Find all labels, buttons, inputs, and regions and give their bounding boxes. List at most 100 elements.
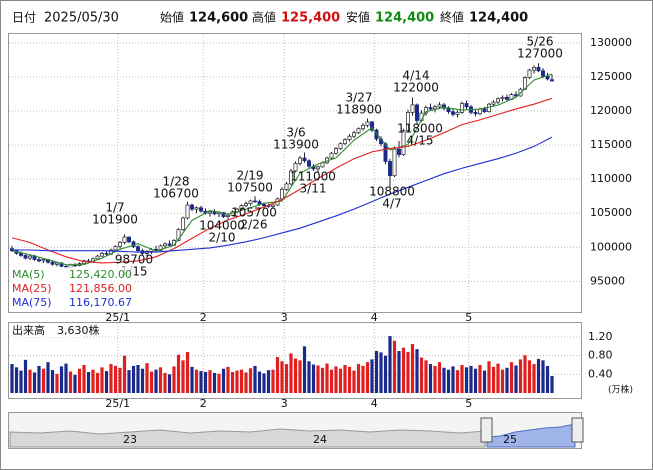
volume-bar [86,372,91,393]
candle-body [370,121,374,131]
volume-bar [518,359,523,393]
volume-bar [46,362,50,393]
candle-body [361,124,365,130]
open: 124,600 [189,11,248,26]
annotation-price: 107500 [227,181,273,195]
candle-body [239,205,244,210]
volume-bar [388,336,392,393]
volume-panel [8,322,582,399]
candle-body [95,255,100,260]
candle-body [365,121,370,126]
volume-bar [365,362,370,393]
volume-bar [532,364,536,393]
candle-body [482,108,487,113]
volume-bar [109,364,113,393]
ma-legend-name: MA(5) [12,268,45,281]
volume-bar [113,365,118,393]
candle-body [487,103,491,113]
volume-bar [28,369,32,393]
volume-unit: (万株) [608,384,633,396]
candle-body [550,79,554,82]
volume-bar [118,367,122,393]
volume-bar [415,349,419,393]
candle-body [316,166,320,170]
candle-body [307,160,311,167]
volume-bar [73,374,77,393]
volume-bar [514,365,518,393]
volume-bar [446,369,451,393]
candle-body [176,229,181,241]
volume-bar [424,360,428,393]
volume-bar [284,364,289,393]
volume-bar [410,344,415,393]
volume-bar [406,351,410,393]
navigator-year: 24 [313,433,327,446]
navigator-year: 25 [503,433,517,446]
annotation-price: 118900 [336,103,382,117]
date: 2025/05/30 [44,11,119,26]
annotation-price: 104000 [199,219,245,233]
candle-body [100,253,104,257]
candle-body [505,97,509,100]
volume-bar [280,361,284,393]
volume-latest: 3,630株 [57,323,100,337]
price-panel [8,33,582,313]
candle-body [460,103,464,113]
volume-bar [41,368,46,393]
volume-bar [356,364,361,393]
navigator-year: 23 [123,433,137,446]
volume-bar [262,373,266,393]
annotation-date: 2/26 [241,218,268,232]
volume-bar [428,364,433,393]
high-label: 高値 [252,10,276,25]
navigator-handle-right[interactable] [571,417,584,443]
candle-body [136,246,140,252]
volume-bar [239,369,244,393]
candle-body [433,106,437,110]
volume-bar [37,365,41,393]
candle-body [298,157,302,164]
candle-body [500,97,505,100]
volume-bar [275,357,280,393]
ma-legend-value: 125,420.00 [69,268,132,281]
volume-bar [226,366,230,393]
volume-bar [550,376,554,393]
candle-body [410,104,415,113]
navigator-handle-left[interactable] [480,417,493,443]
candle-body [446,107,451,113]
annotation-date: 3/11 [300,182,327,196]
volume-bar [230,372,235,393]
ma-legend-name: MA(25) [12,282,52,295]
candle-body [329,152,334,159]
candle-body [401,130,406,155]
volume-bar [419,357,424,393]
candle-body [127,236,131,243]
candle-body [23,255,28,259]
x-tick-label: 4 [371,397,378,410]
candle-body [293,163,298,172]
candle-body [455,112,460,115]
close: 124,400 [469,11,528,26]
annotation-price: 127000 [517,47,563,61]
annotation-price: 108800 [369,185,415,199]
ma-legend-value: 121,856.00 [69,282,132,295]
candle-body [167,243,172,246]
volume-bar [14,367,19,393]
candle-body [406,112,410,132]
volume-bar [257,371,262,393]
candle-body [442,104,446,109]
volume-bar [527,360,532,393]
volume-bar [185,351,190,393]
volume-bar [131,365,136,393]
candle-body [226,214,230,217]
y-tick-label: 95000 [590,274,625,287]
annotation-price: 111000 [290,170,336,184]
candle-body [397,148,401,155]
volume-bar [122,355,127,393]
candle-body [356,128,361,134]
volume-bar [311,364,316,393]
volume-bar [221,368,226,393]
y-tick-label: 125000 [590,70,632,83]
volume-bar [271,369,275,393]
volume-bar [383,355,388,393]
